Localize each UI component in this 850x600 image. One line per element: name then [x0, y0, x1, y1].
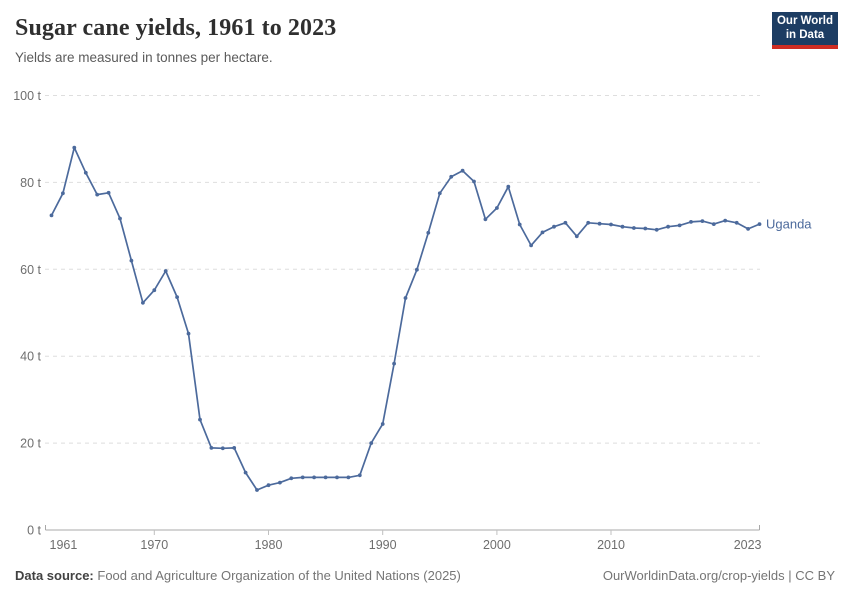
- data-point[interactable]: [472, 179, 476, 184]
- y-axis-tick-label: 80 t: [20, 176, 41, 190]
- y-axis-tick-label: 100 t: [13, 89, 41, 103]
- data-point[interactable]: [437, 191, 442, 196]
- data-point[interactable]: [689, 220, 693, 224]
- data-point[interactable]: [449, 174, 454, 179]
- data-point[interactable]: [163, 269, 168, 273]
- data-point[interactable]: [632, 226, 636, 230]
- data-point[interactable]: [540, 230, 545, 235]
- data-point[interactable]: [141, 300, 145, 305]
- data-point[interactable]: [209, 446, 214, 450]
- data-point[interactable]: [574, 234, 579, 239]
- data-point[interactable]: [426, 230, 431, 235]
- x-axis-tick-label: 1990: [369, 538, 397, 552]
- data-source-text: Food and Agriculture Organization of the…: [97, 568, 461, 583]
- data-point[interactable]: [586, 220, 591, 225]
- data-point[interactable]: [654, 227, 659, 232]
- chart-subtitle: Yields are measured in tonnes per hectar…: [15, 50, 273, 65]
- data-point[interactable]: [289, 476, 294, 481]
- data-point[interactable]: [186, 331, 191, 336]
- data-point[interactable]: [495, 206, 499, 210]
- owid-logo[interactable]: Our World in Data: [772, 12, 838, 49]
- data-point[interactable]: [700, 219, 705, 224]
- data-point[interactable]: [266, 483, 271, 488]
- data-source: Data source: Food and Agriculture Organi…: [15, 568, 461, 584]
- data-point[interactable]: [392, 361, 396, 366]
- data-point[interactable]: [300, 475, 305, 480]
- data-point[interactable]: [506, 184, 511, 189]
- data-point[interactable]: [666, 224, 670, 229]
- x-axis-tick-label: 2000: [483, 538, 511, 552]
- y-axis-tick-label: 0 t: [27, 524, 41, 538]
- data-point[interactable]: [232, 446, 237, 450]
- data-point[interactable]: [243, 470, 248, 475]
- data-point[interactable]: [620, 224, 625, 229]
- data-point[interactable]: [49, 213, 54, 218]
- data-point[interactable]: [357, 473, 362, 478]
- data-point[interactable]: [460, 168, 465, 173]
- data-point[interactable]: [723, 218, 728, 223]
- data-point[interactable]: [312, 475, 316, 480]
- data-point[interactable]: [597, 221, 602, 226]
- data-point[interactable]: [335, 475, 339, 480]
- data-point[interactable]: [609, 222, 613, 227]
- data-point[interactable]: [563, 220, 568, 225]
- data-point[interactable]: [278, 480, 282, 485]
- data-point[interactable]: [72, 145, 77, 150]
- x-axis-tick-label: 2023: [734, 538, 762, 552]
- data-point[interactable]: [483, 217, 488, 222]
- series-end-label[interactable]: Uganda: [766, 217, 812, 232]
- chart-header: Sugar cane yields, 1961 to 2023 Yields a…: [15, 13, 336, 66]
- owid-logo-line1: Our World: [776, 15, 833, 27]
- series-line[interactable]: [50, 146, 761, 491]
- x-axis-tick-label: 1980: [255, 538, 283, 552]
- chart-footer: Data source: Food and Agriculture Organi…: [15, 568, 835, 584]
- data-point[interactable]: [118, 216, 122, 221]
- data-point[interactable]: [129, 258, 134, 263]
- data-point[interactable]: [757, 222, 762, 227]
- data-point[interactable]: [734, 220, 739, 225]
- owid-logo-line2: in Data: [785, 28, 825, 41]
- data-point[interactable]: [746, 227, 750, 231]
- data-point[interactable]: [106, 190, 111, 195]
- x-axis-tick-label: 2010: [597, 538, 625, 552]
- data-point[interactable]: [83, 170, 88, 175]
- y-axis-tick-label: 40 t: [20, 350, 41, 364]
- data-point[interactable]: [711, 222, 716, 227]
- data-point[interactable]: [198, 417, 202, 422]
- y-axis-tick-label: 20 t: [20, 437, 41, 451]
- data-point[interactable]: [255, 488, 259, 492]
- data-point[interactable]: [220, 446, 225, 451]
- data-point[interactable]: [529, 243, 533, 248]
- series-uganda[interactable]: Uganda: [49, 145, 813, 492]
- page-title: Sugar cane yields, 1961 to 2023: [15, 15, 337, 41]
- data-point[interactable]: [403, 296, 408, 300]
- data-point[interactable]: [643, 226, 648, 231]
- data-point[interactable]: [369, 441, 374, 445]
- data-point[interactable]: [175, 295, 180, 299]
- data-point[interactable]: [95, 192, 100, 197]
- y-axis-tick-label: 60 t: [20, 263, 41, 277]
- data-point[interactable]: [517, 222, 522, 227]
- data-point[interactable]: [415, 267, 419, 272]
- data-point[interactable]: [152, 288, 157, 293]
- data-point[interactable]: [346, 475, 351, 480]
- footer-credit-link[interactable]: OurWorldinData.org/crop-yields | CC BY: [602, 568, 835, 583]
- x-axis-tick-label: 1970: [140, 538, 168, 552]
- data-point[interactable]: [552, 224, 556, 229]
- data-source-label: Data source:: [15, 568, 94, 583]
- data-point[interactable]: [677, 223, 682, 228]
- x-axis-tick-label: 1961: [50, 538, 78, 552]
- data-point[interactable]: [323, 475, 328, 480]
- data-point[interactable]: [380, 422, 385, 426]
- data-point[interactable]: [61, 191, 65, 196]
